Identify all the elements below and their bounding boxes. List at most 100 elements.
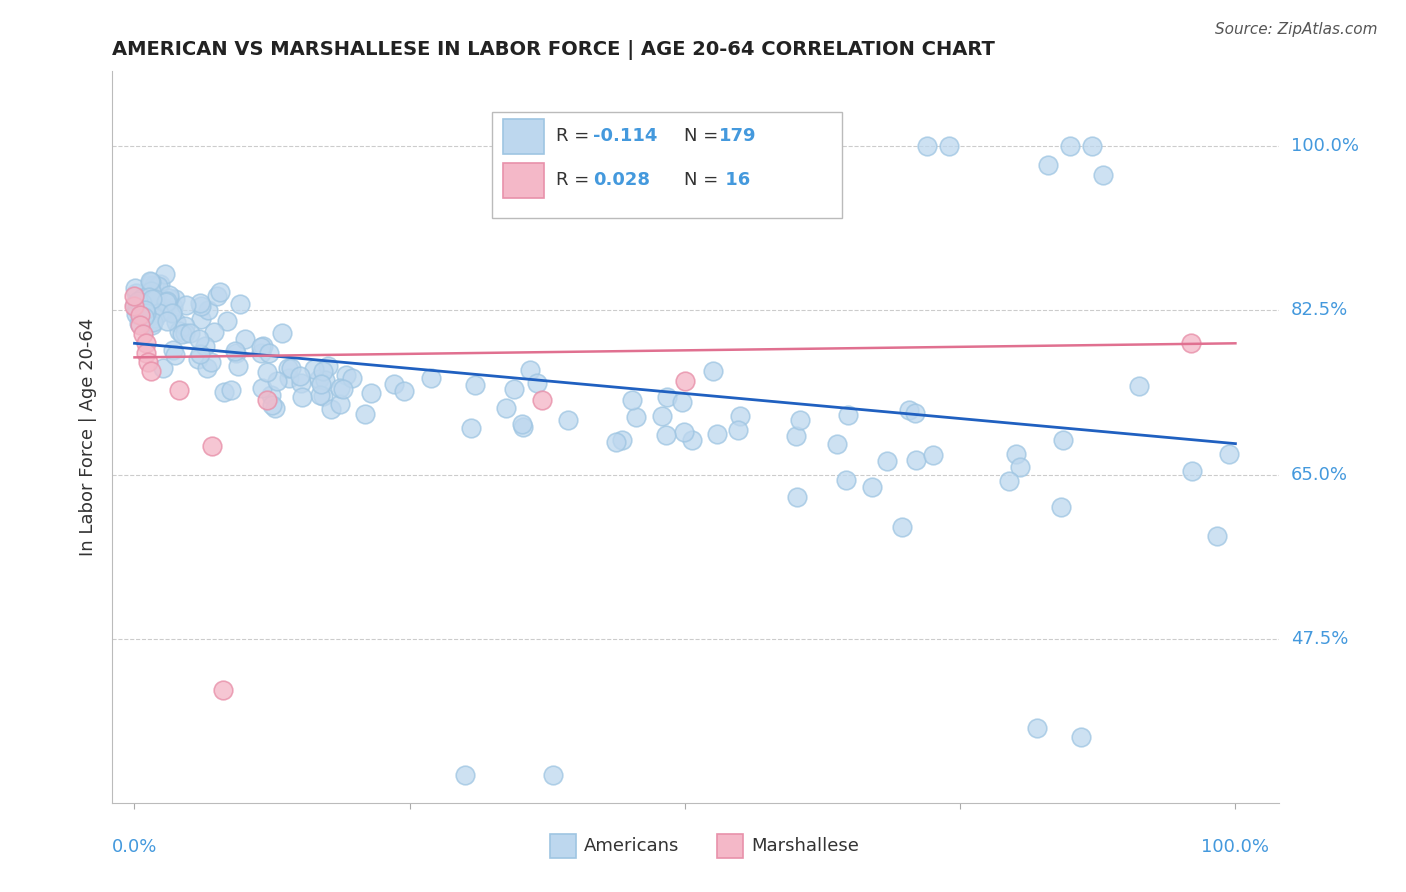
Text: 65.0%: 65.0% (1291, 466, 1347, 483)
Point (672, 425, 695, 440)
Point (138, 316, 160, 330)
Point (464, 377, 486, 392)
Point (221, 383, 243, 397)
Text: Americans: Americans (583, 837, 679, 855)
Point (124, 280, 146, 294)
Point (124, 299, 146, 313)
Point (789, 413, 811, 427)
Point (510, 417, 533, 432)
Point (250, 345, 273, 359)
Point (624, 410, 647, 425)
Point (512, 419, 534, 434)
Point (290, 368, 312, 383)
Point (541, 767, 564, 781)
Point (1010, 460, 1032, 475)
Point (681, 433, 703, 447)
Point (188, 296, 211, 310)
Point (1181, 464, 1204, 478)
Point (129, 301, 152, 316)
Point (135, 305, 157, 319)
Point (202, 325, 225, 339)
Point (197, 303, 219, 318)
Text: AMERICAN VS MARSHALLESE IN LABOR FORCE | AGE 20-64 CORRELATION CHART: AMERICAN VS MARSHALLESE IN LABOR FORCE |… (112, 39, 995, 60)
Point (673, 374, 696, 388)
Point (312, 364, 335, 378)
Point (138, 308, 160, 322)
Point (136, 310, 159, 325)
Point (156, 293, 179, 308)
Text: N =: N = (685, 171, 724, 189)
Point (786, 490, 808, 504)
Point (256, 365, 278, 379)
Point (519, 363, 541, 377)
Point (702, 363, 724, 377)
Point (146, 278, 169, 293)
Point (354, 407, 377, 421)
FancyBboxPatch shape (717, 834, 742, 858)
Point (138, 290, 160, 304)
Point (128, 316, 150, 330)
Point (150, 304, 173, 318)
Point (135, 306, 157, 320)
Point (134, 345, 156, 359)
Point (382, 377, 405, 392)
Point (876, 454, 898, 468)
Point (922, 449, 945, 463)
Point (141, 292, 163, 306)
Point (141, 286, 163, 301)
Point (454, 767, 477, 781)
Point (835, 473, 858, 487)
Point (141, 293, 163, 308)
Point (605, 434, 627, 449)
Point (335, 368, 357, 383)
Point (179, 326, 201, 340)
Point (226, 359, 249, 373)
Point (134, 309, 156, 323)
Point (132, 296, 155, 310)
Point (153, 302, 176, 317)
Point (897, 403, 920, 417)
Point (195, 360, 218, 375)
Point (1070, 730, 1092, 744)
Point (271, 326, 294, 340)
Point (190, 299, 212, 313)
Point (360, 385, 382, 400)
Point (205, 289, 228, 303)
Point (176, 297, 198, 311)
FancyBboxPatch shape (550, 834, 576, 858)
Point (530, 392, 553, 407)
Point (134, 304, 156, 318)
Point (190, 311, 212, 326)
Point (131, 296, 153, 310)
Point (142, 305, 165, 319)
Point (136, 289, 159, 303)
Point (891, 520, 914, 534)
Point (141, 284, 163, 298)
Point (142, 315, 165, 329)
Point (1092, 168, 1115, 182)
Point (155, 294, 177, 309)
Point (149, 277, 172, 292)
Point (1005, 447, 1028, 461)
Point (129, 308, 152, 322)
Point (163, 348, 186, 362)
Point (420, 371, 443, 385)
Point (1059, 139, 1081, 153)
Point (1180, 336, 1202, 351)
Point (655, 390, 678, 404)
Point (610, 433, 633, 447)
Point (728, 409, 751, 423)
Point (142, 288, 165, 302)
Point (278, 371, 301, 385)
Point (124, 297, 146, 311)
Point (655, 428, 678, 442)
Point (250, 381, 273, 395)
Point (125, 308, 148, 322)
Point (1050, 500, 1073, 514)
Point (131, 291, 153, 305)
Point (228, 297, 250, 311)
Point (186, 351, 208, 366)
Point (250, 340, 273, 354)
Text: R =: R = (555, 128, 595, 145)
Point (827, 436, 849, 450)
